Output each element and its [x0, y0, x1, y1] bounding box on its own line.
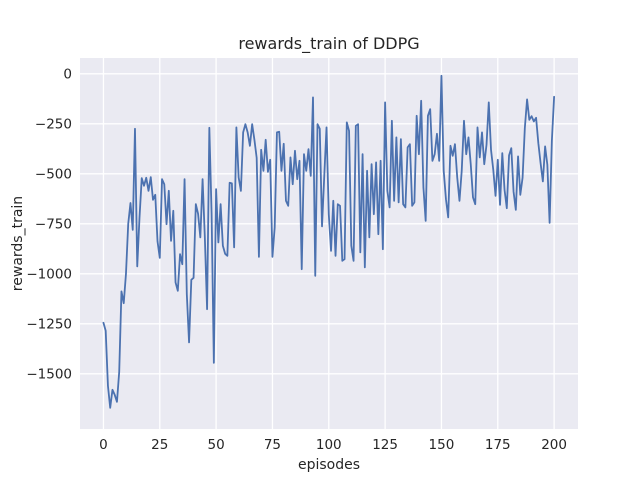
x-tick-label-200: 200	[541, 437, 567, 453]
y-tick-label--1500: −1500	[26, 366, 72, 382]
x-axis-label: episodes	[298, 457, 360, 473]
horizontal-gridlines	[80, 73, 578, 375]
y-axis-tick-labels: 0 −250 −500 −750 −1000 −1250 −1500	[26, 66, 72, 382]
x-tick-label-125: 125	[372, 437, 398, 453]
x-tick-label-50: 50	[208, 437, 225, 453]
x-tick-label-175: 175	[485, 437, 511, 453]
x-tick-label-150: 150	[429, 437, 455, 453]
y-tick-label--250: −250	[35, 116, 72, 132]
x-tick-label-0: 0	[99, 437, 108, 453]
x-axis-tick-labels: 0 25 50 75 100 125 150 175 200	[99, 437, 567, 453]
y-tick-label--500: −500	[35, 166, 72, 182]
x-tick-label-100: 100	[316, 437, 342, 453]
y-tick-label--750: −750	[35, 216, 72, 232]
y-tick-label--1000: −1000	[26, 266, 72, 282]
x-tick-label-75: 75	[264, 437, 281, 453]
y-tick-label-0: 0	[63, 66, 72, 82]
y-axis-label: rewards_train	[10, 196, 26, 291]
chart-title: rewards_train of DDPG	[238, 34, 419, 54]
y-tick-label--1250: −1250	[26, 316, 72, 332]
rewards-line-series	[102, 74, 556, 409]
x-tick-label-25: 25	[151, 437, 168, 453]
